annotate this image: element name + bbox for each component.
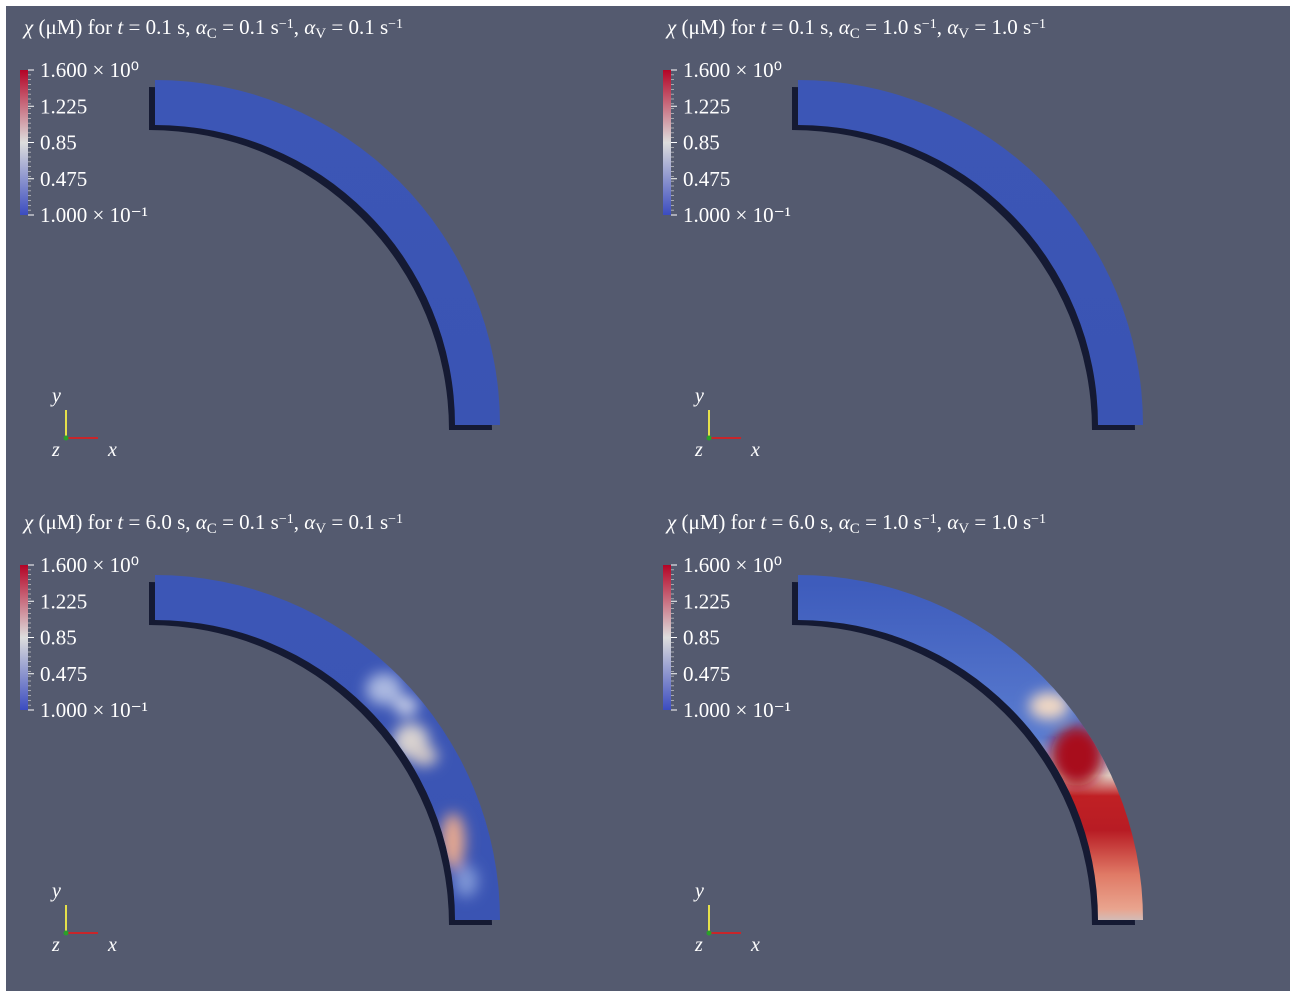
colorbar-label: 1.225 xyxy=(40,94,87,118)
field-patch xyxy=(454,865,478,897)
field-patch xyxy=(410,746,438,766)
page: {"colormap": ["#3b4cc0", "#dddddd", "#b4… xyxy=(0,0,1290,991)
title-part: (μM) for xyxy=(33,510,117,534)
axis-label: y xyxy=(693,385,704,407)
axis-label: z xyxy=(51,934,60,956)
title-part: V xyxy=(315,521,326,537)
colorbar-label: 0.475 xyxy=(40,167,87,191)
axis-label: z xyxy=(51,439,60,461)
axis-label: x xyxy=(107,439,117,461)
title-part: (μM) for xyxy=(676,15,760,39)
colorbar-label: 0.475 xyxy=(40,662,87,686)
colorbar-label: 1.000 × 10⁻¹ xyxy=(40,698,148,722)
colorbar-label: 1.600 × 10⁰ xyxy=(683,553,782,577)
title-part: −1 xyxy=(279,512,294,527)
axis-label: y xyxy=(693,880,704,902)
title-part: (μM) for xyxy=(33,15,117,39)
title-part: = 0.1 s xyxy=(217,510,279,534)
axis-label: y xyxy=(50,880,61,902)
title-part: V xyxy=(958,521,969,537)
colorbar-label: 1.000 × 10⁻¹ xyxy=(683,698,791,722)
title-part: −1 xyxy=(388,17,403,32)
title-part: , xyxy=(294,15,305,39)
title-part: = 0.1 s, xyxy=(766,15,839,39)
title-part: −1 xyxy=(922,512,937,527)
field-patch xyxy=(394,696,418,716)
title-part: −1 xyxy=(279,17,294,32)
title-part: χ xyxy=(665,15,677,39)
title-part: −1 xyxy=(922,17,937,32)
colorbar-label: 0.475 xyxy=(683,167,730,191)
title-part: , xyxy=(937,510,948,534)
axis-z-dot xyxy=(707,436,712,441)
axis-label: x xyxy=(107,934,117,956)
colorbar-label: 0.85 xyxy=(40,626,77,650)
title-part: χ xyxy=(665,510,677,534)
axis-label: z xyxy=(694,439,703,461)
axis-label: x xyxy=(750,439,760,461)
colorbar-label: 1.600 × 10⁰ xyxy=(683,58,782,82)
title-part: = 1.0 s xyxy=(860,510,922,534)
colorbar-label: 1.225 xyxy=(683,94,730,118)
axis-label: z xyxy=(694,934,703,956)
colorbar xyxy=(663,565,671,710)
title-part: C xyxy=(207,521,217,537)
colorbar-label: 0.85 xyxy=(683,626,720,650)
colorbar xyxy=(663,70,671,215)
title-part: C xyxy=(850,26,860,42)
title-part: = 0.1 s, xyxy=(123,15,196,39)
title-part: χ xyxy=(22,510,34,534)
colorbar-label: 0.475 xyxy=(683,662,730,686)
axis-z-dot xyxy=(707,931,712,936)
axis-label: y xyxy=(50,385,61,407)
colorbar-label: 0.85 xyxy=(683,131,720,155)
title-part: C xyxy=(850,521,860,537)
colorbar-label: 1.000 × 10⁻¹ xyxy=(40,203,148,227)
title-part: = 1.0 s xyxy=(969,510,1031,534)
colorbar-label: 1.600 × 10⁰ xyxy=(40,58,139,82)
title-part: C xyxy=(207,26,217,42)
title-part: −1 xyxy=(1031,512,1046,527)
colorbar xyxy=(20,565,28,710)
colorbar xyxy=(20,70,28,215)
axis-label: x xyxy=(750,934,760,956)
colorbar-label: 1.000 × 10⁻¹ xyxy=(683,203,791,227)
axis-z-dot xyxy=(64,436,69,441)
title-part: V xyxy=(315,26,326,42)
colorbar-label: 1.600 × 10⁰ xyxy=(40,553,139,577)
colorbar-label: 1.225 xyxy=(40,589,87,613)
title-part: = 6.0 s, xyxy=(766,510,839,534)
title-part: (μM) for xyxy=(676,510,760,534)
title-part: = 0.1 s xyxy=(326,510,388,534)
title-part: = 1.0 s xyxy=(969,15,1031,39)
title-part: −1 xyxy=(1031,17,1046,32)
title-part: = 6.0 s, xyxy=(123,510,196,534)
colorbar-label: 0.85 xyxy=(40,131,77,155)
colorbar-label: 1.225 xyxy=(683,589,730,613)
title-part: = 1.0 s xyxy=(860,15,922,39)
title-part: = 0.1 s xyxy=(217,15,279,39)
figure: χ (μM) for t = 0.1 s, αC = 0.1 s−1, αV =… xyxy=(0,0,1290,991)
title-part: , xyxy=(294,510,305,534)
title-part: χ xyxy=(22,15,34,39)
title-part: , xyxy=(937,15,948,39)
title-part: V xyxy=(958,26,969,42)
axis-z-dot xyxy=(64,931,69,936)
title-part: = 0.1 s xyxy=(326,15,388,39)
title-part: −1 xyxy=(388,512,403,527)
